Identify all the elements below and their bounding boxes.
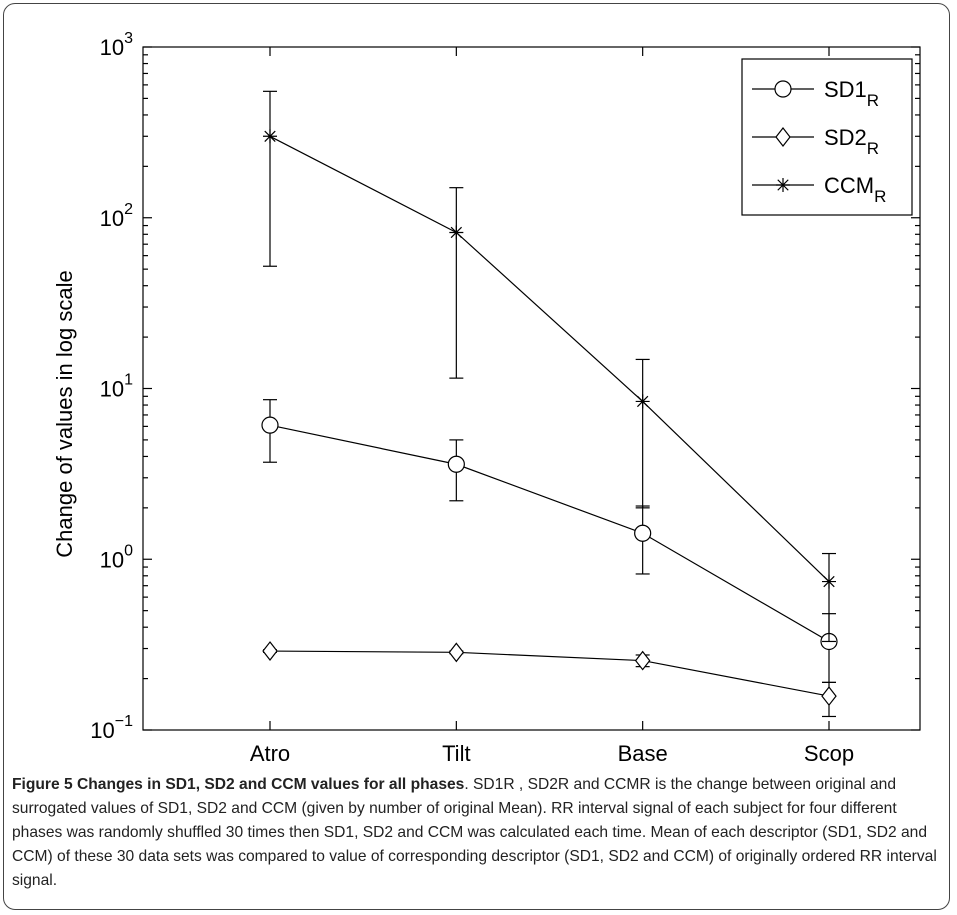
point-sd1: [261, 416, 279, 434]
y-tick-label: 102: [100, 201, 133, 231]
point-ccm: [449, 225, 464, 240]
series-line-sd1: [269, 424, 830, 642]
y-tick-label: 103: [100, 30, 133, 60]
series-line-sd2: [269, 650, 830, 697]
caption-title: Figure 5 Changes in SD1, SD2 and CCM val…: [12, 776, 465, 793]
series-line-ccm: [269, 135, 830, 583]
point-sd1: [447, 455, 465, 473]
y-tick-label: 100: [100, 542, 133, 572]
x-tick-label: Base: [618, 741, 668, 766]
point-sd1: [634, 524, 652, 542]
figure-frame: [3, 3, 950, 910]
figure-caption: Figure 5 Changes in SD1, SD2 and CCM val…: [12, 773, 947, 893]
point-ccm: [263, 129, 277, 144]
y-tick-label: 101: [100, 372, 133, 402]
legend-marker: [775, 127, 791, 147]
legend-label: SD1R: [824, 77, 879, 110]
caption-body: . SD1R , SD2R and CCMR is the change bet…: [12, 776, 937, 889]
y-axis-label: Change of values in log scale: [52, 270, 77, 557]
point-sd2: [448, 642, 465, 663]
point-sd2: [821, 686, 837, 707]
x-tick-label: Tilt: [442, 741, 471, 766]
point-sd2: [634, 650, 651, 671]
legend-label: CCMR: [824, 173, 886, 206]
y-tick-label: 10−1: [90, 713, 133, 743]
legend-marker: [774, 80, 792, 98]
log-line-chart: 10−1 100 101 102 103 Atro Tilt Base Scop SD1R SD2R…: [52, 30, 921, 766]
x-tick-label: Scop: [804, 741, 854, 766]
plot-area: 10−1 100 101 102 103 Atro Tilt Base Scop SD1R SD2R…: [90, 30, 921, 766]
x-tick-label: Atro: [250, 741, 290, 766]
point-ccm: [822, 574, 836, 589]
legend-label: SD2R: [824, 125, 879, 158]
legend-marker: [776, 178, 790, 192]
point-sd2: [262, 641, 278, 662]
point-ccm: [635, 394, 650, 409]
